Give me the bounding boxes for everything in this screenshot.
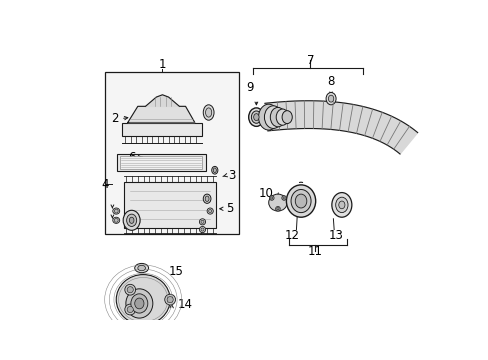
Ellipse shape xyxy=(131,294,147,313)
Polygon shape xyxy=(127,106,194,122)
Bar xyxy=(104,72,239,234)
Ellipse shape xyxy=(114,209,118,213)
Text: 11: 11 xyxy=(307,244,322,258)
Ellipse shape xyxy=(281,195,286,200)
Ellipse shape xyxy=(125,289,153,318)
Ellipse shape xyxy=(282,111,292,123)
Ellipse shape xyxy=(129,217,134,223)
Ellipse shape xyxy=(135,298,143,309)
Ellipse shape xyxy=(135,264,148,273)
Ellipse shape xyxy=(331,193,351,217)
Bar xyxy=(117,154,205,171)
Ellipse shape xyxy=(290,189,310,213)
Ellipse shape xyxy=(251,111,261,123)
Ellipse shape xyxy=(124,284,135,295)
Ellipse shape xyxy=(126,214,136,226)
Text: 14: 14 xyxy=(178,298,193,311)
Ellipse shape xyxy=(114,219,118,222)
Ellipse shape xyxy=(167,297,173,303)
Text: 6: 6 xyxy=(128,150,135,164)
Ellipse shape xyxy=(203,194,210,203)
Ellipse shape xyxy=(127,287,133,293)
Ellipse shape xyxy=(328,95,333,102)
Ellipse shape xyxy=(295,194,306,208)
Text: 7: 7 xyxy=(306,54,313,67)
Ellipse shape xyxy=(205,196,208,202)
Ellipse shape xyxy=(248,108,264,126)
Text: 10: 10 xyxy=(259,187,273,200)
Text: 4: 4 xyxy=(101,177,108,190)
Ellipse shape xyxy=(275,206,280,211)
Ellipse shape xyxy=(208,210,211,213)
Text: 13: 13 xyxy=(327,229,343,242)
Ellipse shape xyxy=(123,210,140,230)
Ellipse shape xyxy=(113,217,120,223)
Ellipse shape xyxy=(258,104,278,130)
Ellipse shape xyxy=(338,201,344,209)
Ellipse shape xyxy=(325,93,335,105)
Polygon shape xyxy=(264,101,417,154)
Ellipse shape xyxy=(276,109,288,125)
Ellipse shape xyxy=(199,226,205,233)
Ellipse shape xyxy=(264,106,282,129)
Bar xyxy=(122,122,202,136)
Text: 9: 9 xyxy=(246,81,253,94)
Ellipse shape xyxy=(127,306,133,312)
Polygon shape xyxy=(145,95,179,106)
Ellipse shape xyxy=(205,108,211,117)
Ellipse shape xyxy=(335,197,347,213)
Ellipse shape xyxy=(270,107,285,127)
Text: 2: 2 xyxy=(111,112,118,125)
Ellipse shape xyxy=(201,220,203,223)
Ellipse shape xyxy=(283,197,285,199)
Text: 8: 8 xyxy=(327,75,334,88)
Ellipse shape xyxy=(253,114,259,121)
Ellipse shape xyxy=(164,294,175,305)
Ellipse shape xyxy=(270,197,272,199)
Ellipse shape xyxy=(207,208,213,214)
Text: 3: 3 xyxy=(227,169,235,182)
Ellipse shape xyxy=(211,166,218,174)
Ellipse shape xyxy=(276,208,279,210)
Ellipse shape xyxy=(199,219,205,225)
Ellipse shape xyxy=(124,304,135,315)
Bar xyxy=(120,156,202,169)
Text: 15: 15 xyxy=(168,265,183,278)
Ellipse shape xyxy=(201,228,203,231)
Ellipse shape xyxy=(138,265,145,271)
Ellipse shape xyxy=(203,105,214,120)
Ellipse shape xyxy=(116,275,170,325)
Text: 12: 12 xyxy=(285,229,300,242)
Ellipse shape xyxy=(113,208,120,214)
Ellipse shape xyxy=(286,185,315,217)
Text: 1: 1 xyxy=(159,58,166,71)
Ellipse shape xyxy=(268,194,286,211)
Bar xyxy=(123,182,216,228)
Ellipse shape xyxy=(269,195,274,200)
Text: 5: 5 xyxy=(226,202,233,215)
Ellipse shape xyxy=(213,168,216,172)
